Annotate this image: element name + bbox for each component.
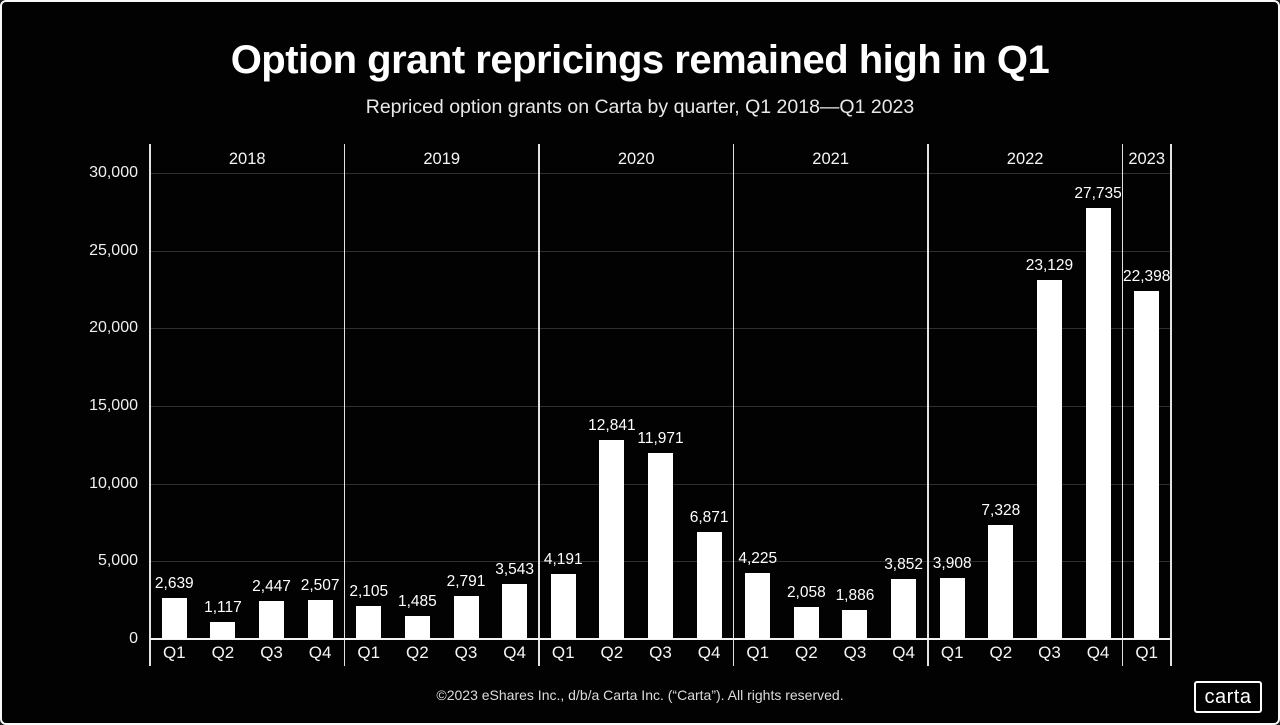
bar-value-label: 2,639 <box>154 575 194 592</box>
bar <box>502 583 528 639</box>
x-tick-label: Q2 <box>406 643 429 662</box>
x-tick-label: Q1 <box>162 643 186 662</box>
x-tick-label: Q4 <box>697 643 721 662</box>
bar-value-label: 3,543 <box>495 560 535 578</box>
x-tick-label: Q2 <box>600 643 624 662</box>
bar <box>891 579 917 639</box>
gridline <box>150 173 1171 174</box>
bar <box>745 573 771 639</box>
x-tick-label: Q4 <box>503 643 526 662</box>
bar <box>453 595 479 639</box>
bar-value-label: 27,735 <box>1074 185 1122 203</box>
bar-value-label: 12,841 <box>588 416 636 434</box>
gridline <box>150 250 1171 252</box>
bar-value-label: 22,398 <box>1122 268 1171 286</box>
bar <box>307 600 333 639</box>
bar-value-label: 2,105 <box>349 583 389 601</box>
bar <box>842 609 868 639</box>
bar <box>696 532 722 639</box>
bar-value-label: 1,117 <box>204 598 242 616</box>
bar <box>939 578 965 639</box>
copyright-text: ©2023 eShares Inc., d/b/a Carta Inc. (“C… <box>436 687 844 703</box>
bar-value-label: 1,886 <box>835 586 875 604</box>
year-separator <box>732 144 735 666</box>
bar-value-label: 1,485 <box>397 592 437 610</box>
x-tick-label: Q2 <box>989 643 1013 662</box>
y-tick-label: 20,000 <box>89 319 138 337</box>
x-axis-line <box>150 638 1171 640</box>
year-label: 2020 <box>617 150 655 168</box>
bar <box>648 453 673 639</box>
y-tick-label: 0 <box>129 630 138 647</box>
x-tick-label: Q2 <box>211 643 235 662</box>
carta-logo-text: carta <box>1204 685 1252 708</box>
bar <box>1085 208 1111 639</box>
x-tick-label: Q4 <box>892 643 915 662</box>
year-label: 2023 <box>1128 150 1166 168</box>
year-label: 2021 <box>812 150 850 168</box>
bar <box>404 615 430 639</box>
year-separator <box>1121 144 1124 666</box>
bar <box>1036 279 1062 639</box>
bar-value-label: 2,507 <box>300 577 340 595</box>
bar <box>550 573 576 639</box>
bar <box>1134 291 1160 639</box>
bar <box>599 439 625 639</box>
y-tick-label: 25,000 <box>89 241 138 259</box>
x-tick-label: Q1 <box>1135 643 1159 662</box>
bar-value-label: 11,971 <box>637 430 684 448</box>
x-tick-label: Q3 <box>454 643 478 662</box>
bar-value-label: 2,447 <box>252 577 291 595</box>
gridline <box>150 328 1171 330</box>
x-tick-label: Q2 <box>795 643 818 662</box>
x-tick-label: Q1 <box>551 643 575 662</box>
bar-value-label: 2,058 <box>786 584 826 602</box>
carta-logo: carta <box>1194 681 1262 713</box>
bar-value-label: 4,225 <box>738 550 778 568</box>
y-tick-label: 5,000 <box>97 552 138 570</box>
y-tick-label: 30,000 <box>89 164 138 181</box>
bar <box>210 621 236 639</box>
chart-title: Option grant repricings remained high in… <box>230 38 1050 82</box>
bar-value-label: 3,852 <box>884 556 923 574</box>
bar-value-label: 7,328 <box>981 502 1021 520</box>
year-label: 2019 <box>423 150 461 168</box>
chart-subtitle: Repriced option grants on Carta by quart… <box>365 96 915 118</box>
x-tick-label: Q1 <box>357 643 381 662</box>
bar-value-label: 3,908 <box>932 555 972 573</box>
x-tick-label: Q3 <box>649 643 672 662</box>
x-tick-label: Q3 <box>843 643 867 662</box>
bar <box>259 600 285 639</box>
year-separator <box>343 144 346 666</box>
bar <box>988 525 1014 639</box>
bar <box>161 598 187 639</box>
plot-right-border <box>1170 144 1172 666</box>
bar-value-label: 4,191 <box>543 550 583 568</box>
x-tick-label: Q4 <box>308 643 332 662</box>
bar-value-label: 23,129 <box>1025 256 1074 274</box>
bar-value-label: 2,791 <box>446 572 486 590</box>
x-tick-label: Q4 <box>1086 643 1110 662</box>
bar <box>356 606 382 639</box>
year-separator <box>927 144 929 666</box>
year-separator <box>538 144 540 666</box>
x-tick-label: Q3 <box>1038 643 1061 662</box>
y-axis-line <box>149 144 151 666</box>
year-label: 2018 <box>228 150 266 168</box>
y-tick-label: 15,000 <box>89 397 138 414</box>
x-tick-label: Q1 <box>940 643 964 662</box>
bar-value-label: 6,871 <box>689 509 729 527</box>
x-tick-label: Q3 <box>260 643 283 662</box>
y-tick-label: 10,000 <box>89 474 138 492</box>
bar <box>793 607 819 639</box>
year-label: 2022 <box>1006 150 1044 168</box>
gridline <box>150 406 1171 407</box>
x-tick-label: Q1 <box>746 643 770 662</box>
